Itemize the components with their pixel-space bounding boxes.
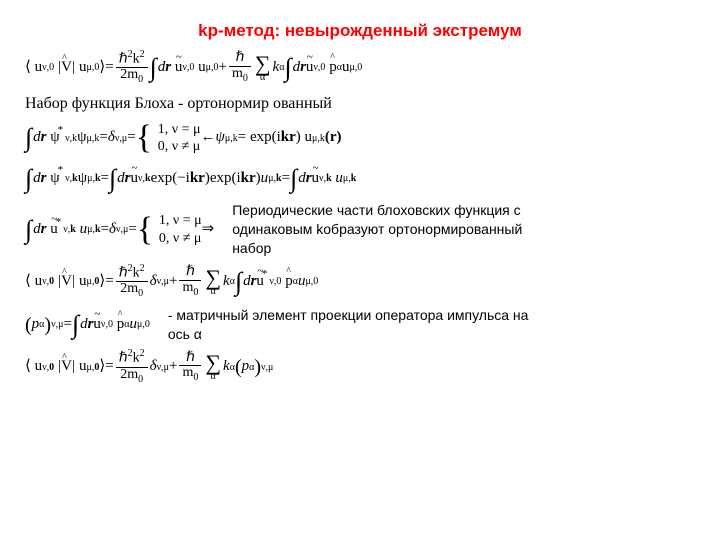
note-matrix-element: - матричный элемент проекции оператора и… (168, 306, 548, 344)
integral-icon-3: ∫ (25, 121, 32, 155)
ket-u: u (79, 58, 87, 78)
case1: 1, ν = μ (158, 122, 201, 137)
k-alpha: k (273, 59, 280, 75)
equation-5: ⟨ uν,0 |V| uμ,0⟩ = ℏ2k2 2m0 δν,μ + ℏ m0 … (25, 264, 695, 300)
frac-hbar-m0-c: ℏ m0 (179, 351, 201, 384)
frac-hbar2k2-2m0: ℏ2k2 2m0 (116, 50, 148, 86)
title-text: kp-метод: невырожденный экстремум (198, 21, 522, 40)
brace-cases: { 1, ν = μ 0, ν ≠ μ (136, 121, 201, 156)
close-u: ) u (296, 128, 312, 148)
integral-icon-6: ∫ (290, 162, 297, 196)
arrow-left: ← (201, 128, 216, 148)
integral-icon-2: ∫ (284, 51, 291, 85)
integral-icon-5: ∫ (109, 162, 116, 196)
m: m (232, 66, 243, 81)
exp-neg: exp(−i (151, 169, 190, 189)
mukr: μ,k (312, 132, 325, 145)
v-hat: V (61, 59, 72, 75)
equation-6-row: (pα)ν,μ = ∫ dr uν,0 pα uμ,0 - матричный … (25, 306, 695, 344)
arrow-right: ⇒ (202, 220, 215, 240)
hbar: ℏ (119, 52, 128, 67)
nuk: ν,k (65, 132, 77, 145)
u-mu0: u (198, 58, 206, 78)
brace-cases-2: { 1, ν = μ 0, ν ≠ μ (137, 212, 202, 247)
psi2: ψ (77, 128, 86, 148)
frac-hbar-m0-b: ℏ m0 (179, 265, 201, 298)
delta: δ (108, 129, 115, 145)
p-alpha: p (32, 316, 40, 332)
psi3: ψ (216, 129, 225, 145)
numu2: ν,μ (51, 318, 63, 331)
two-m: 2m (120, 67, 138, 82)
frac-hbar-m0: ℏ m0 (229, 51, 251, 84)
equation-6: (pα)ν,μ = ∫ dr uν,0 pα uμ,0 (25, 308, 150, 342)
u-tilde: u (175, 58, 183, 78)
exp-ikr: = exp(i (238, 128, 281, 148)
equation-3: ∫ dr ψ*ν,k ψμ,k = ∫ dr uν,k exp(−ikr)exp… (25, 162, 695, 196)
page-title: kp-метод: невырожденный экстремум (25, 20, 695, 42)
muk2: μ,k (225, 132, 238, 145)
integral-icon-7: ∫ (25, 213, 32, 247)
d2: d (293, 59, 301, 75)
hbar2: ℏ (229, 51, 251, 67)
equation-1: ⟨ uν,0 |V| uμ,0⟩ = ℏ2k2 2m0 ∫ dr uν,0 uμ… (25, 50, 695, 86)
k: k (133, 52, 140, 67)
numu: ν,μ (115, 132, 127, 145)
sub-nu0: ν,0 (42, 61, 54, 74)
case1b: 1, ν = μ (159, 213, 202, 228)
integral-icon-9: ∫ (72, 308, 79, 342)
p-hat: p (329, 58, 337, 78)
zero: 0 (138, 74, 143, 85)
equation-7: ⟨ uν,0 |V| uμ,0⟩ = ℏ2k2 2m0 δν,μ + ℏ m0 … (25, 349, 695, 385)
case2: 0, ν ≠ μ (158, 139, 201, 154)
frac-hbar2k2-2m0-b: ℏ2k2 2m0 (116, 264, 148, 300)
note-periodic-parts: Периодические части блоховских функция с… (232, 201, 542, 258)
sum-icon-2: ∑α (205, 267, 221, 297)
integral-icon-8: ∫ (235, 265, 242, 299)
of-r: (r) (325, 128, 342, 148)
case2b: 0, ν ≠ μ (159, 231, 202, 246)
integral-icon-4: ∫ (25, 162, 32, 196)
muk: μ,k (87, 132, 100, 145)
sub-mu0: μ,0 (87, 61, 100, 74)
r: r (165, 59, 171, 75)
text-bloch-set: Набор функция Блоха - ортонормир ованный (25, 94, 695, 115)
exp-pos: )exp(i (205, 169, 241, 189)
bra: ⟨ u (25, 58, 42, 78)
eq2: = (101, 169, 109, 189)
equals: = (105, 58, 113, 78)
frac-hbar2k2-2m0-c: ℏ2k2 2m0 (116, 349, 148, 385)
equation-2: ∫ dr ψ*ν,k ψμ,k = δν,μ = { 1, ν = μ 0, ν… (25, 121, 695, 156)
equation-4: ∫ dr u*ν,k uμ,k = δν,μ = { 1, ν = μ 0, ν… (25, 212, 214, 247)
sum-icon: ∑α (255, 53, 271, 83)
equation-4-row: ∫ dr u*ν,k uμ,k = δν,μ = { 1, ν = μ 0, ν… (25, 201, 695, 258)
plus: + (218, 58, 226, 78)
zero2: 0 (243, 73, 248, 84)
sum-icon-3: ∑α (205, 352, 221, 382)
integral-icon: ∫ (150, 51, 157, 85)
kr: kr (281, 128, 296, 148)
